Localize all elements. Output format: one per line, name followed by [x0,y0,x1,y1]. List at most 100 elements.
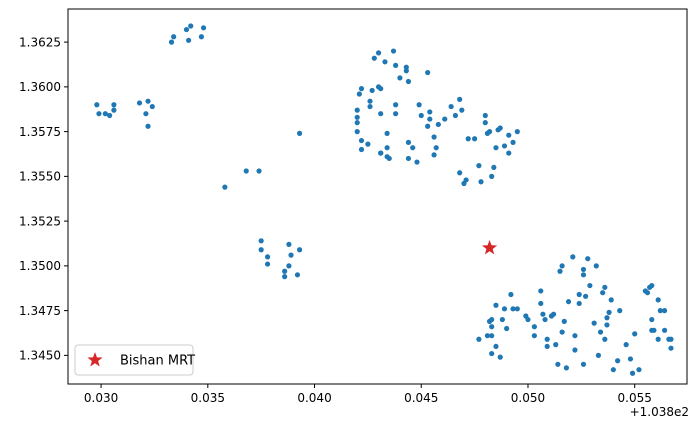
data-point [168,39,175,45]
data-point [393,111,399,117]
data-point [591,320,597,326]
data-point [354,107,360,113]
x-tick-label: 0.050 [511,391,545,405]
data-point [386,155,392,162]
data-point [390,48,397,54]
data-point [354,114,360,120]
data-point [649,316,655,323]
data-point [563,365,570,371]
data-point [655,297,661,303]
x-tick-label: 0.035 [191,391,225,405]
data-point [559,263,565,269]
data-point [403,68,409,74]
data-point [668,336,674,342]
data-point [188,23,194,29]
data-point [602,336,608,342]
data-point [431,134,437,140]
data-point [602,284,608,290]
data-point [410,145,416,151]
data-point [358,146,365,153]
data-point [482,120,488,126]
data-point [258,247,264,253]
data-point [657,308,663,314]
data-point [96,111,102,117]
x-tick-label: 0.045 [404,391,438,405]
data-point [427,109,433,115]
x-tick-label: 0.040 [297,391,331,405]
data-point [555,361,561,367]
data-point [286,263,292,269]
data-point [476,336,482,342]
data-point [636,367,642,373]
data-point [393,62,399,68]
data-point [371,55,377,61]
data-point [615,358,621,364]
data-point [367,103,373,110]
data-point [514,306,520,312]
data-point [510,306,516,312]
data-point [649,282,655,289]
data-point [608,297,614,303]
data-point [367,98,373,104]
data-point [531,324,537,330]
y-tick-label: 1.3450 [19,349,61,363]
y-tick-label: 1.3600 [19,80,61,94]
data-point [358,86,365,92]
data-point [171,34,177,40]
y-axis: 1.3450 1.3475 1.3500 1.3525 1.3550 1.3575 1.36… [19,35,68,363]
y-tick-label: 1.3525 [19,214,61,228]
data-point [493,343,499,350]
data-point [405,155,412,162]
y-tick-label: 1.3475 [19,304,61,318]
data-point [435,121,441,128]
data-point [457,96,463,102]
data-point [629,370,636,376]
legend-box [74,344,194,376]
data-point [107,112,113,119]
data-point [565,299,572,305]
data-point [282,274,288,280]
data-point [504,325,510,332]
data-point [501,143,508,149]
data-point [651,327,657,333]
data-point [489,333,495,339]
data-point [465,136,471,142]
data-point [378,111,384,117]
data-point [538,300,544,307]
data-point [145,98,151,104]
data-point [414,159,420,165]
y-tick-label: 1.3625 [19,35,61,49]
data-point [525,316,531,323]
data-point [397,75,403,81]
data-point [198,34,205,40]
y-tick-label: 1.3575 [19,125,61,139]
data-point [378,150,384,156]
x-axis: 0.030 0.035 0.040 0.045 0.050 0.055 [84,384,652,405]
data-point [668,345,674,351]
data-point [296,247,303,253]
data-point [661,327,668,333]
data-point [655,336,661,342]
data-point [557,268,563,274]
data-point [493,145,499,151]
data-point [382,59,388,65]
data-point [403,64,409,70]
data-point [384,130,390,136]
data-point [486,129,493,135]
bishan-mrt-star-marker [481,239,498,255]
data-point [489,173,495,179]
data-point [484,333,491,339]
data-point [627,356,634,362]
data-point [243,168,249,174]
data-point [572,333,578,339]
data-point [433,145,439,151]
data-point [442,116,448,122]
data-point [580,272,587,278]
data-point [570,254,576,260]
data-point [489,324,495,330]
data-point [604,315,610,321]
data-point [288,252,294,258]
data-point [587,282,593,289]
legend: Bishan MRT [74,344,195,376]
data-point [506,132,512,138]
